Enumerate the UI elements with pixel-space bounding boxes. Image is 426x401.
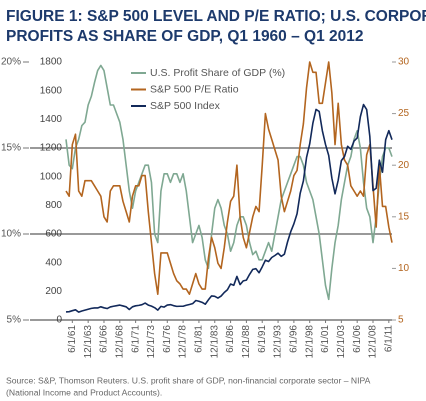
x-tick-label: 12/1/78	[178, 325, 189, 359]
y3-tick-label: 10%	[1, 229, 21, 240]
y2-tick-label: 30	[398, 57, 410, 68]
x-tick-label: 6/1/61	[67, 325, 78, 353]
series-line	[65, 64, 393, 301]
y2-tick-label: 25	[398, 108, 410, 119]
y-tick-label: 600	[45, 229, 62, 240]
x-tick-label: 6/1/66	[99, 325, 110, 353]
y2-tick-label: 20	[398, 160, 410, 171]
y-tick-label: 200	[45, 286, 62, 297]
x-tick-label: 12/1/73	[146, 325, 157, 359]
legend-label: U.S. Profit Share of GDP (%)	[150, 67, 285, 79]
y-tick-label: 1800	[40, 57, 63, 68]
y-tick-label: 400	[45, 257, 62, 268]
x-tick-label: 6/1/86	[225, 325, 236, 353]
x-tick-label: 6/1/91	[257, 325, 268, 353]
y-tick-label: 1400	[40, 114, 63, 125]
x-tick-label: 12/1/83	[209, 325, 220, 359]
x-tick-label: 12/1/08	[368, 325, 379, 359]
y3-tick-label: 20%	[1, 57, 21, 68]
x-tick-label: 12/1/68	[114, 325, 125, 359]
x-tick-label: 6/1/06	[352, 325, 363, 353]
y2-tick-label: 10	[398, 263, 410, 274]
y-tick-label: 800	[45, 200, 62, 211]
x-tick-label: 12/1/98	[304, 325, 315, 359]
x-tick-label: 6/1/01	[320, 325, 331, 353]
x-tick-label: 12/1/03	[336, 325, 347, 359]
y2-tick-label: 5	[398, 315, 404, 326]
y-tick-label: 1600	[40, 85, 63, 96]
y-tick-label: 1000	[40, 171, 63, 182]
chart-title: FIGURE 1: S&P 500 LEVEL AND P/E RATIO; U…	[6, 8, 426, 25]
x-tick-label: 6/1/71	[130, 325, 141, 353]
series-line	[65, 61, 393, 295]
x-tick-label: 12/1/93	[273, 325, 284, 359]
source-note: (National Income and Product Accounts).	[6, 387, 162, 397]
x-tick-label: 6/1/96	[289, 325, 300, 353]
legend-label: S&P 500 P/E Ratio	[150, 83, 239, 95]
y-tick-label: 1200	[40, 143, 63, 154]
x-tick-label: 6/1/81	[194, 325, 205, 353]
x-tick-label: 6/1/76	[162, 325, 173, 353]
x-tick-label: 12/1/63	[83, 325, 94, 359]
source-note: Source: S&P, Thomson Reuters. U.S. profi…	[6, 375, 371, 385]
series-line	[65, 103, 393, 313]
x-tick-label: 12/1/88	[241, 325, 252, 359]
chart-title: PROFITS AS SHARE OF GDP, Q1 1960 – Q1 20…	[6, 28, 364, 45]
x-tick-label: 6/1/11	[383, 325, 394, 352]
y3-tick-label: 15%	[1, 143, 21, 154]
y2-tick-label: 15	[398, 211, 410, 222]
legend-label: S&P 500 Index	[150, 100, 221, 112]
y3-tick-label: 5%	[7, 315, 22, 326]
